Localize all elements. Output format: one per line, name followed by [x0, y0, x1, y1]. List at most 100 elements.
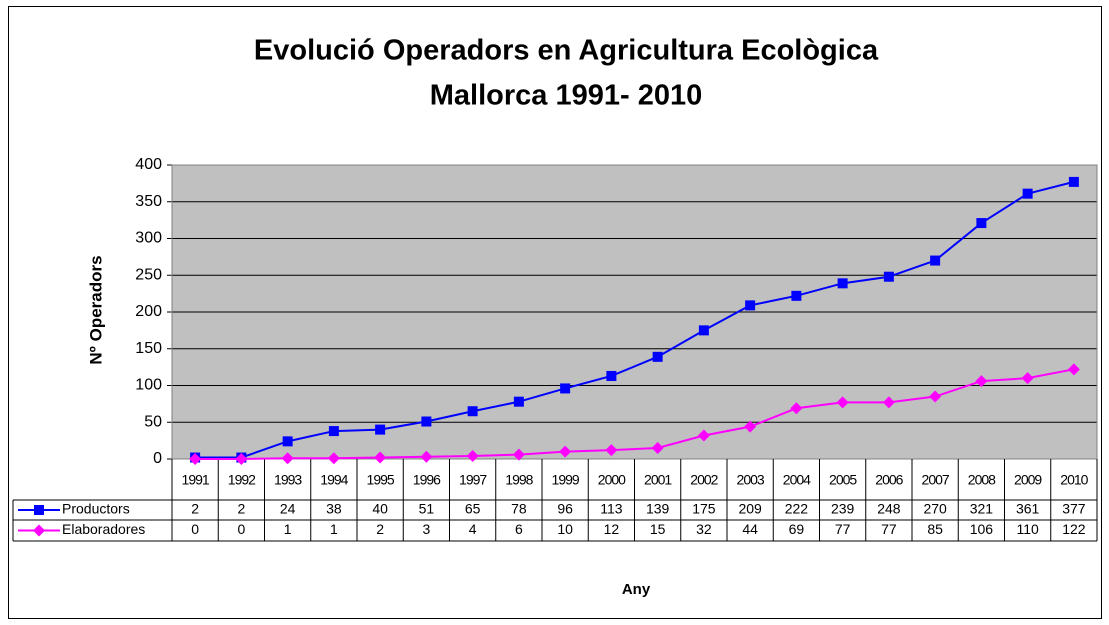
- marker: [467, 406, 478, 417]
- x-axis-label: Any: [622, 581, 651, 598]
- marker: [651, 441, 664, 454]
- y-tick-label: 350: [135, 193, 162, 210]
- x-tick-label: 2005: [829, 472, 857, 488]
- marker: [930, 255, 941, 266]
- chart-title: Evolució Operadors en Agricultura Ecològ…: [254, 35, 879, 67]
- marker: [560, 383, 571, 394]
- marker: [281, 452, 294, 465]
- table-value: 1: [330, 521, 338, 537]
- table-value: 209: [738, 501, 762, 517]
- x-tick-label: 2002: [690, 472, 718, 488]
- marker: [791, 290, 802, 301]
- table-value: 2: [237, 501, 245, 517]
- table-value: 78: [511, 501, 527, 517]
- x-tick-label: 1998: [505, 472, 533, 488]
- marker: [744, 420, 757, 433]
- marker: [282, 436, 293, 447]
- x-tick-label: 2009: [1014, 472, 1042, 488]
- table-value: 85: [927, 521, 943, 537]
- y-tick-label: 400: [135, 156, 162, 173]
- chart-subtitle: Mallorca 1991- 2010: [430, 80, 702, 112]
- table-value: 1: [284, 521, 292, 537]
- table-value: 175: [692, 501, 716, 517]
- x-tick-label: 2008: [968, 472, 996, 488]
- table-value: 65: [465, 501, 481, 517]
- table-value: 222: [785, 501, 809, 517]
- table-value: 3: [422, 521, 430, 537]
- marker: [375, 424, 386, 435]
- x-tick-label: 2006: [875, 472, 903, 488]
- marker: [420, 450, 433, 463]
- table-value: 96: [557, 501, 573, 517]
- table-value: 51: [419, 501, 435, 517]
- table-value: 69: [789, 521, 805, 537]
- marker: [466, 450, 479, 463]
- x-tick-label: 1995: [367, 472, 395, 488]
- marker: [1068, 176, 1079, 187]
- marker: [421, 416, 432, 427]
- table-value: 377: [1062, 501, 1086, 517]
- marker: [698, 325, 709, 336]
- x-tick-label: 1997: [459, 472, 487, 488]
- marker: [975, 375, 988, 388]
- table-value: 2: [191, 501, 199, 517]
- y-tick-label: 300: [135, 230, 162, 247]
- x-tick-label: 2000: [598, 472, 626, 488]
- marker: [513, 396, 524, 407]
- series-line: [195, 368, 1075, 460]
- marker: [1067, 363, 1080, 376]
- table-value: 122: [1062, 521, 1086, 537]
- table-value: 10: [557, 521, 573, 537]
- marker: [652, 351, 663, 362]
- y-tick-label: 100: [135, 377, 162, 394]
- marker: [837, 278, 848, 289]
- table-value: 6: [515, 521, 523, 537]
- x-tick-label: 1999: [552, 472, 580, 488]
- table-value: 361: [1016, 501, 1040, 517]
- y-tick-label: 0: [153, 450, 162, 467]
- table-value: 321: [970, 501, 994, 517]
- series-line: [195, 180, 1075, 459]
- x-tick-label: 1994: [320, 472, 348, 488]
- table-value: 239: [831, 501, 855, 517]
- marker: [189, 453, 202, 465]
- table-value: 113: [600, 501, 623, 517]
- x-tick-label: 1993: [274, 472, 302, 488]
- table-value: 0: [191, 521, 199, 537]
- marker: [1022, 188, 1033, 199]
- marker: [33, 524, 45, 537]
- marker: [327, 452, 340, 465]
- marker: [34, 505, 44, 515]
- marker: [606, 370, 617, 381]
- table-value: 2: [376, 521, 384, 537]
- y-tick-label: 50: [144, 413, 162, 430]
- marker: [374, 451, 387, 464]
- table-value: 12: [604, 521, 620, 537]
- table-value: 248: [877, 501, 901, 517]
- table-value: 77: [835, 521, 851, 537]
- y-axis-label: Nº Operadors: [86, 255, 105, 364]
- marker: [328, 426, 339, 437]
- table-value: 44: [742, 521, 758, 537]
- marker: [745, 300, 756, 311]
- marker: [559, 445, 572, 458]
- legend-label: Productors: [62, 501, 130, 517]
- marker: [976, 218, 987, 229]
- x-tick-label: 2007: [922, 472, 950, 488]
- legend-label: Elaboradores: [62, 521, 145, 537]
- marker: [929, 390, 942, 403]
- marker: [836, 396, 849, 409]
- marker: [883, 271, 894, 282]
- table-value: 270: [923, 501, 947, 517]
- x-tick-label: 1991: [182, 472, 210, 488]
- table-value: 38: [326, 501, 342, 517]
- table-value: 77: [881, 521, 897, 537]
- table-value: 24: [280, 501, 296, 517]
- marker: [235, 453, 248, 465]
- x-tick-label: 1996: [413, 472, 441, 488]
- x-tick-label: 2001: [644, 472, 672, 488]
- table-value: 32: [696, 521, 712, 537]
- y-tick-label: 200: [135, 303, 162, 320]
- y-tick-label: 250: [135, 266, 162, 283]
